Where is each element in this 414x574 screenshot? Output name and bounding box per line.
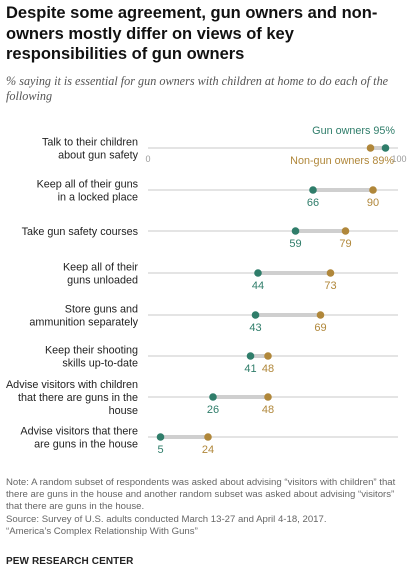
non-gun-owner-value-label: 48 bbox=[262, 363, 274, 375]
non-gun-owner-value-label: 90 bbox=[367, 197, 379, 209]
category-label: that there are guns in the bbox=[18, 392, 138, 404]
legend-non-gun-owners: Non-gun owners 89% bbox=[290, 155, 394, 167]
category-label: Keep all of their guns bbox=[37, 179, 139, 191]
gun-owner-value-label: 26 bbox=[207, 404, 219, 416]
gun-owner-dot bbox=[381, 144, 390, 152]
category-label: guns unloaded bbox=[67, 274, 138, 286]
gun-owner-value-label: 43 bbox=[249, 322, 261, 334]
non-gun-owner-value-label: 24 bbox=[202, 444, 214, 456]
legend-gun-owners: Gun owners 95% bbox=[312, 125, 395, 137]
gun-owner-value-label: 41 bbox=[244, 363, 256, 375]
non-gun-owner-dot bbox=[264, 393, 272, 401]
non-gun-owner-value-label: 73 bbox=[324, 280, 336, 292]
non-gun-owner-dot bbox=[366, 144, 375, 152]
non-gun-owner-dot bbox=[341, 227, 350, 235]
chart-title: Despite some agreement, gun owners and n… bbox=[6, 4, 378, 63]
chart-subtitle: % saying it is essential for gun owners … bbox=[6, 74, 389, 103]
non-gun-owner-dot bbox=[204, 433, 212, 441]
gun-owner-value-label: 59 bbox=[289, 238, 301, 250]
category-label: are guns in the house bbox=[34, 438, 138, 450]
category-label: Keep all of their bbox=[63, 262, 138, 274]
gun-owner-value-label: 44 bbox=[252, 280, 264, 292]
category-label: Advise visitors that there bbox=[20, 426, 138, 438]
pew-research-center-logo: PEW RESEARCH CENTER bbox=[6, 556, 134, 567]
non-gun-owner-dot bbox=[316, 311, 325, 319]
axis-tick-label: 0 bbox=[145, 154, 150, 164]
category-label: Talk to their children bbox=[42, 137, 138, 149]
gun-owner-dot bbox=[309, 186, 317, 194]
gun-owner-dot bbox=[251, 311, 260, 319]
gun-owner-dot bbox=[291, 227, 300, 235]
non-gun-owner-dot bbox=[326, 269, 335, 277]
non-gun-owner-dot bbox=[369, 186, 377, 194]
note-text: Note: A random subset of respondents was… bbox=[6, 477, 396, 513]
category-label: house bbox=[109, 405, 138, 417]
non-gun-owner-value-label: 69 bbox=[314, 322, 326, 334]
chart-notes: Note: A random subset of respondents was… bbox=[6, 477, 410, 538]
category-label: about gun safety bbox=[58, 149, 138, 161]
category-label: Advise visitors with children bbox=[6, 379, 138, 391]
non-gun-owner-value-label: 48 bbox=[262, 404, 274, 416]
category-label: Keep their shooting bbox=[45, 345, 138, 357]
gun-owner-dot bbox=[246, 352, 255, 360]
category-label: skills up-to-date bbox=[62, 357, 138, 369]
category-label: ammunition separately bbox=[29, 316, 138, 328]
category-label: Take gun safety courses bbox=[22, 226, 139, 238]
source-text: Source: Survey of U.S. adults conducted … bbox=[6, 513, 327, 525]
gun-owner-dot bbox=[209, 393, 217, 401]
non-gun-owner-dot bbox=[264, 352, 272, 360]
non-gun-owner-value-label: 79 bbox=[339, 238, 351, 250]
gun-owner-dot bbox=[254, 269, 262, 277]
gun-owner-value-label: 66 bbox=[307, 197, 319, 209]
category-label: Store guns and bbox=[65, 304, 138, 316]
gun-owner-value-label: 5 bbox=[157, 444, 163, 456]
report-title: “America’s Complex Relationship With Gun… bbox=[6, 525, 198, 537]
axis-tick-label: 100 bbox=[391, 154, 406, 164]
category-label: in a locked place bbox=[58, 191, 138, 203]
gun-owner-dot bbox=[156, 433, 165, 441]
